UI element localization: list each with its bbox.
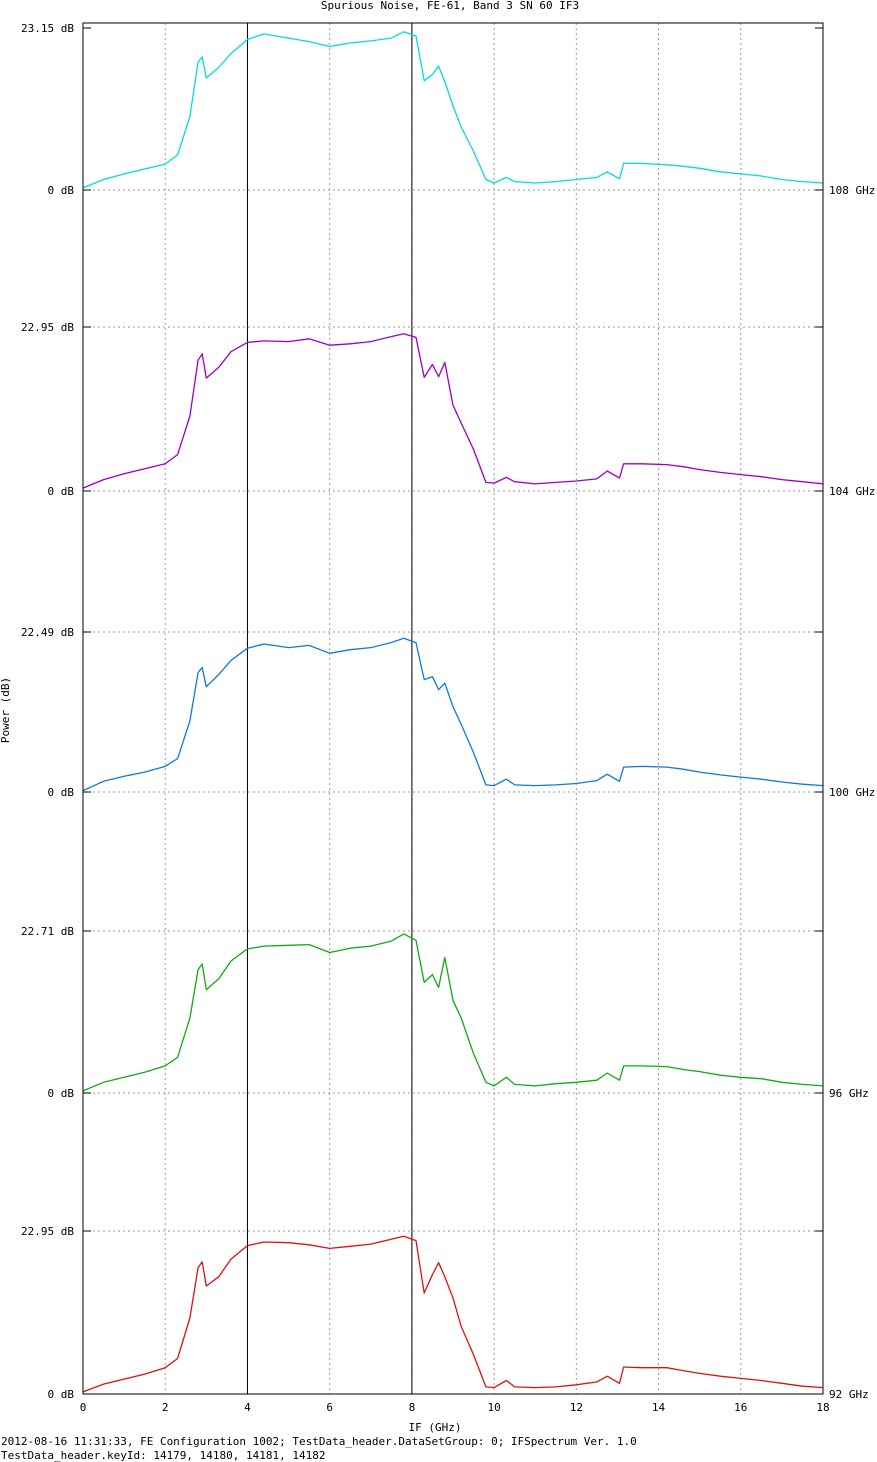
series-lines	[82, 31, 824, 1393]
x-tick-label: 10	[487, 1401, 500, 1414]
footer-line-1: 2012-08-16 11:31:33, FE Configuration 10…	[1, 1435, 637, 1448]
series-line	[82, 933, 824, 1092]
lo-frequency-label: 108 GHz	[829, 184, 875, 197]
axis-labels: 0 2 4 6 8 10 12 14 16 18 23.15 dB 0 dB 108 GHz 22.95 …	[21, 22, 875, 1414]
y-min-label: 0 dB	[48, 184, 75, 197]
y-max-label: 22.95 dB	[21, 321, 74, 334]
x-tick-label: 2	[162, 1401, 169, 1414]
chart-title: Spurious Noise, FE-61, Band 3 SN 60 IF3	[321, 0, 579, 12]
y-min-label: 0 dB	[48, 1087, 75, 1100]
series-line	[82, 1235, 824, 1393]
x-tick-label: 16	[734, 1401, 747, 1414]
x-tick-label: 12	[570, 1401, 583, 1414]
y-max-label: 22.49 dB	[21, 626, 74, 639]
lo-frequency-label: 104 GHz	[829, 485, 875, 498]
y-min-label: 0 dB	[48, 786, 75, 799]
lo-frequency-label: 100 GHz	[829, 786, 875, 799]
y-max-label: 23.15 dB	[21, 22, 74, 35]
x-tick-label: 6	[326, 1401, 333, 1414]
x-tick-label: 8	[409, 1401, 416, 1414]
y-axis-label: Power (dB)	[0, 677, 12, 743]
series-line	[82, 637, 824, 792]
y-max-label: 22.71 dB	[21, 925, 74, 938]
x-axis-label: IF (GHz)	[409, 1421, 462, 1434]
x-tick-label: 4	[244, 1401, 251, 1414]
y-min-label: 0 dB	[48, 485, 75, 498]
series-line	[82, 31, 824, 189]
vertical-markers	[246, 23, 413, 1394]
footer-line-2: TestData_header.keyId: 14179, 14180, 141…	[1, 1449, 326, 1462]
x-tick-label: 0	[80, 1401, 87, 1414]
x-tick-label: 18	[816, 1401, 829, 1414]
x-tick-label: 14	[652, 1401, 666, 1414]
plot-frame	[82, 22, 824, 1395]
lo-frequency-label: 96 GHz	[829, 1087, 869, 1100]
lo-frequency-label: 92 GHz	[829, 1388, 869, 1401]
y-min-label: 0 dB	[48, 1388, 75, 1401]
y-max-label: 22.95 dB	[21, 1225, 74, 1238]
series-line	[82, 333, 824, 489]
